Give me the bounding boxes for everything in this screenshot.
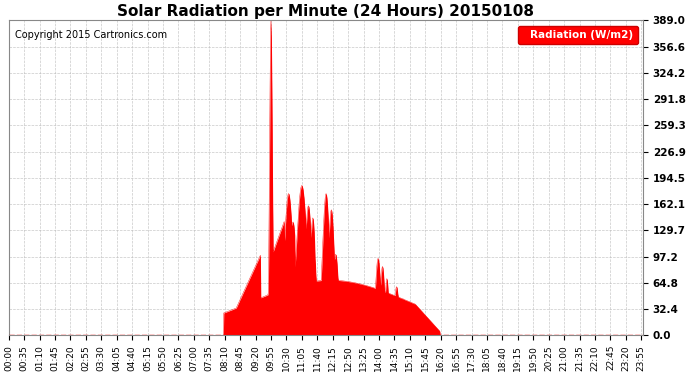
- Title: Solar Radiation per Minute (24 Hours) 20150108: Solar Radiation per Minute (24 Hours) 20…: [117, 4, 534, 19]
- Legend: Radiation (W/m2): Radiation (W/m2): [518, 26, 638, 44]
- Text: Copyright 2015 Cartronics.com: Copyright 2015 Cartronics.com: [15, 30, 167, 40]
